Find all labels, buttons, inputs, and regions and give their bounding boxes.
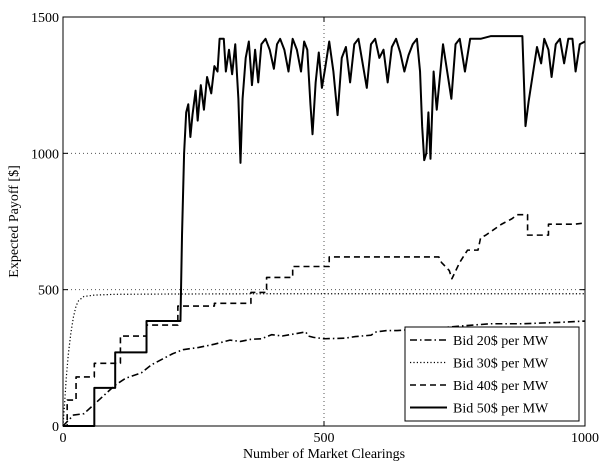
legend-item: Bid 40$ per MW <box>410 379 549 394</box>
series-3 <box>63 213 586 427</box>
series-4 <box>63 35 586 427</box>
legend-label: Bid 30$ per MW <box>453 357 549 372</box>
legend: Bid 20$ per MW Bid 30$ per MW Bid 40$ per … <box>404 326 580 422</box>
legend-box <box>404 326 580 422</box>
x-tick-label: 0 <box>60 431 67 446</box>
x-axis-title: Number of Market Clearings <box>243 447 405 462</box>
series-line <box>63 213 586 427</box>
legend-label: Bid 20$ per MW <box>453 334 549 349</box>
legend-item: Bid 30$ per MW <box>410 357 549 372</box>
series-line <box>63 35 586 427</box>
series-2 <box>62 293 585 427</box>
legend-item: Bid 50$ per MW <box>410 402 549 417</box>
y-tick-label: 0 <box>52 420 59 435</box>
axis-ticks: 0 500 1000 0 500 1000 1500 <box>31 11 599 446</box>
legend-label: Bid 50$ per MW <box>453 402 549 417</box>
series-line <box>62 293 585 427</box>
x-tick-label: 500 <box>314 431 335 446</box>
legend-item: Bid 20$ per MW <box>410 334 549 349</box>
y-tick-label: 1000 <box>31 147 59 162</box>
x-tick-label: 1000 <box>571 431 599 446</box>
y-tick-label: 1500 <box>31 11 59 26</box>
y-tick-label: 500 <box>38 284 59 299</box>
legend-label: Bid 40$ per MW <box>453 379 549 394</box>
grid-lines <box>63 17 585 426</box>
y-axis-title: Expected Payoff [$] <box>7 165 22 277</box>
